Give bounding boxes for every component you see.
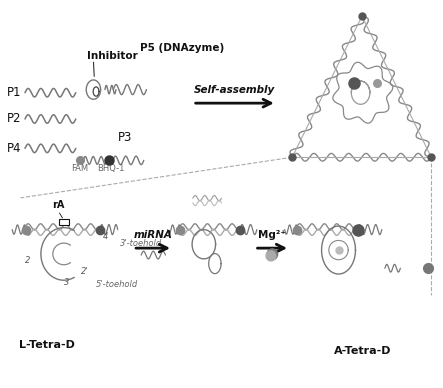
Text: P4: P4: [7, 142, 21, 155]
Text: P5 (DNAzyme): P5 (DNAzyme): [140, 43, 224, 53]
Text: 3: 3: [64, 278, 70, 287]
FancyBboxPatch shape: [59, 219, 69, 225]
Text: P1: P1: [7, 86, 21, 99]
Text: 5'-toehold: 5'-toehold: [96, 281, 138, 289]
Text: Inhibitor: Inhibitor: [87, 50, 138, 61]
Text: 1: 1: [26, 228, 31, 237]
Text: 2: 2: [24, 256, 30, 265]
Text: A-Tetra-D: A-Tetra-D: [334, 346, 392, 355]
Text: 4: 4: [103, 232, 109, 241]
Text: FAM: FAM: [72, 165, 89, 173]
Text: Mg²⁺: Mg²⁺: [258, 230, 286, 240]
Text: rA: rA: [52, 200, 64, 210]
Text: P2: P2: [7, 113, 21, 125]
Text: P3: P3: [118, 132, 132, 144]
Text: 2': 2': [81, 267, 89, 276]
Text: L-Tetra-D: L-Tetra-D: [19, 340, 75, 350]
Text: Self-assembly: Self-assembly: [194, 85, 276, 95]
Ellipse shape: [266, 251, 276, 261]
Ellipse shape: [267, 249, 278, 260]
Text: 3'-toehold: 3'-toehold: [120, 239, 162, 248]
Text: BHQ-1: BHQ-1: [97, 165, 124, 173]
Text: miRNA: miRNA: [134, 230, 172, 240]
